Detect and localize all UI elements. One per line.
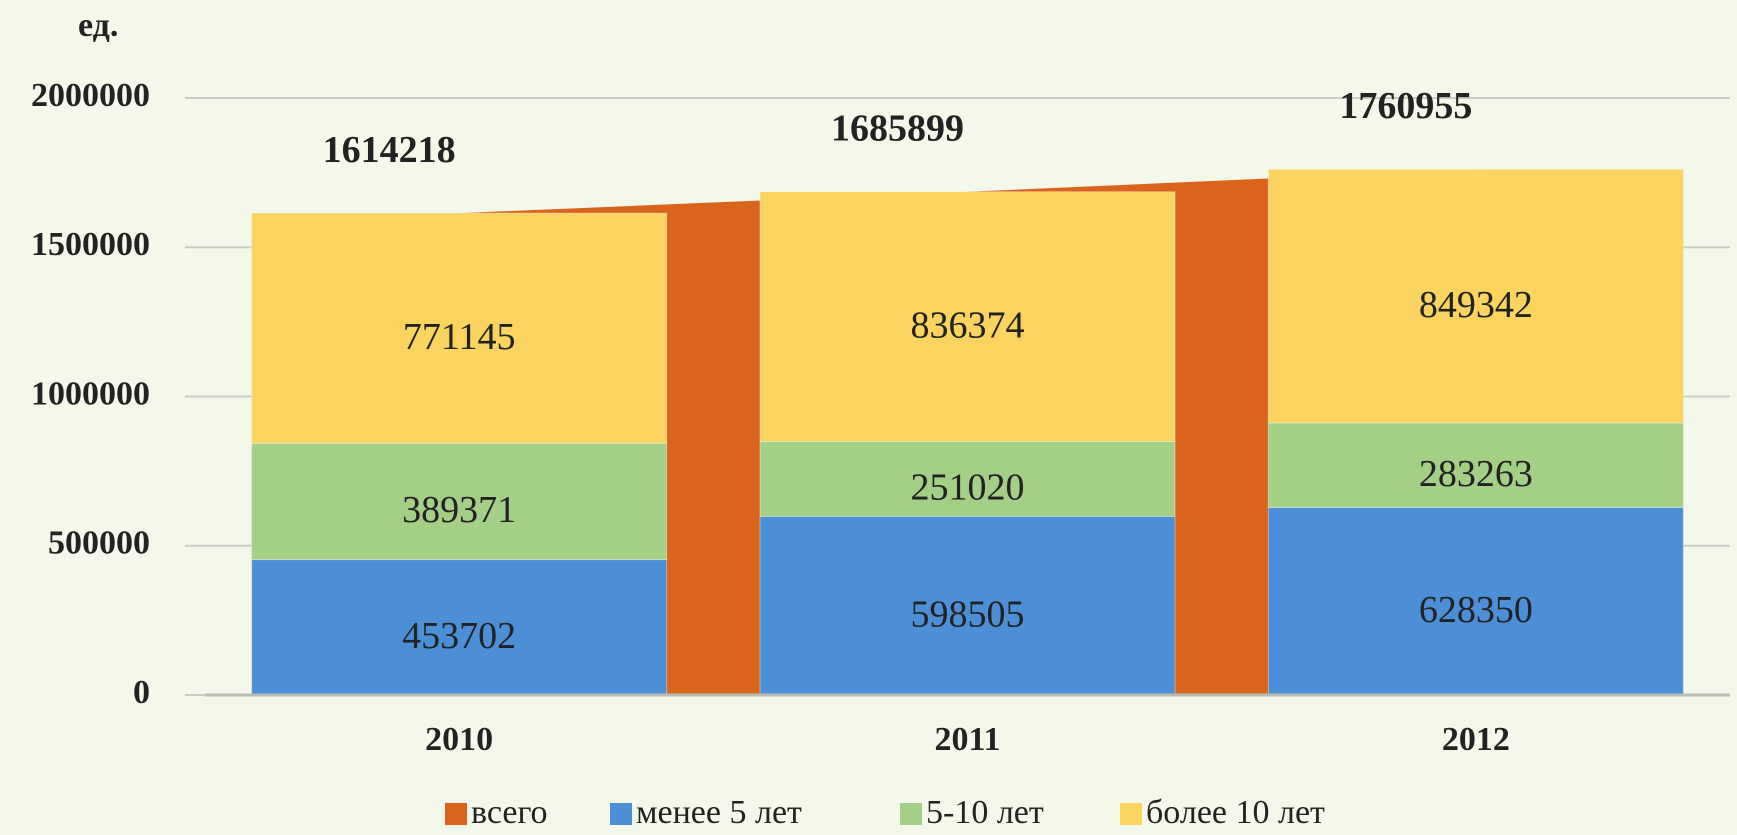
y-tick-label: 0 — [133, 674, 150, 711]
bar-segment — [1267, 422, 1684, 508]
x-tick-label: 2012 — [1442, 721, 1510, 758]
data-label: 598505 — [911, 593, 1025, 635]
data-label: 283263 — [1419, 453, 1533, 495]
data-label: 849342 — [1419, 284, 1533, 326]
bar-segment — [1267, 168, 1684, 424]
legend-label: более 10 лет — [1146, 794, 1325, 831]
data-label: 251020 — [911, 467, 1025, 509]
data-label: 836374 — [911, 304, 1025, 346]
legend-swatch — [1120, 803, 1142, 825]
data-label: 389371 — [402, 489, 516, 531]
bar-segment — [1267, 506, 1684, 696]
data-label: 771145 — [403, 316, 516, 358]
data-label: 628350 — [1419, 589, 1533, 631]
legend-label: всего — [471, 794, 548, 831]
legend-swatch — [445, 803, 467, 825]
bar-segment — [759, 515, 1176, 696]
bar-segment — [251, 212, 668, 444]
x-tick-label: 2010 — [425, 721, 493, 758]
bar-segment — [759, 191, 1176, 442]
legend-swatch — [900, 803, 922, 825]
y-tick-label: 1500000 — [31, 226, 150, 263]
bar-segment — [251, 442, 668, 561]
total-label: 1685899 — [831, 107, 964, 149]
legend-label: 5-10 лет — [926, 794, 1044, 831]
total-label: 1760955 — [1339, 85, 1472, 127]
y-axis-label: ед. — [78, 7, 118, 44]
y-tick-label: 1000000 — [31, 375, 150, 412]
legend-label: менее 5 лет — [636, 794, 802, 831]
bar-segment — [759, 440, 1176, 517]
y-tick-label: 2000000 — [31, 77, 150, 114]
data-label: 453702 — [402, 615, 516, 657]
legend-swatch — [610, 803, 632, 825]
total-label: 1614218 — [323, 129, 456, 171]
y-tick-label: 500000 — [48, 525, 150, 562]
x-tick-label: 2011 — [934, 721, 1000, 758]
